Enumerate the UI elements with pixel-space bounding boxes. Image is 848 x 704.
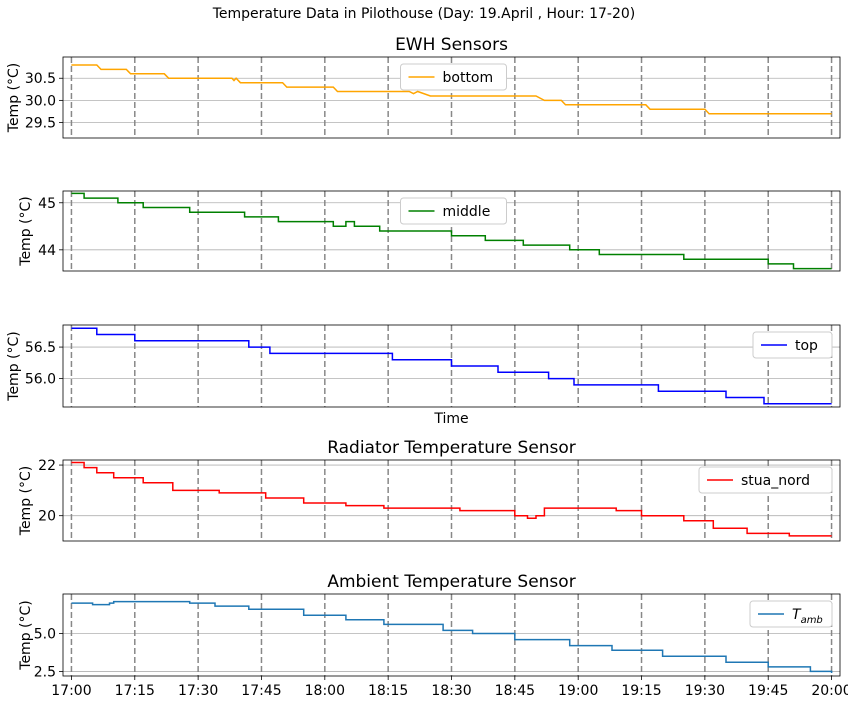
x-tick-label: 18:45	[495, 683, 535, 699]
series-line-T_amb	[71, 600, 833, 673]
legend-label: stua_nord	[741, 473, 810, 489]
y-tick-label: 45	[38, 196, 56, 212]
y-tick-label: 22	[38, 458, 56, 474]
axes-frame	[62, 56, 841, 139]
series-line-top	[71, 327, 832, 405]
x-tick-label: 19:30	[685, 683, 725, 699]
legend-label: bottom	[443, 70, 494, 86]
legend-label: top	[795, 338, 818, 354]
y-axis-label: Temp (°C)	[6, 63, 22, 133]
x-tick-label: 19:00	[558, 683, 598, 699]
series-line-stua_nord	[71, 461, 832, 537]
y-tick-label: 2.5	[34, 664, 56, 680]
x-tick-label: 17:45	[241, 683, 281, 699]
legend-label-subscript: amb	[801, 615, 823, 626]
series-line-bottom	[71, 64, 832, 115]
x-tick-label: 17:15	[115, 683, 155, 699]
legend-box	[400, 63, 507, 91]
legend-box	[749, 600, 833, 628]
y-tick-label: 56.0	[25, 372, 56, 388]
x-tick-label: 20:00	[811, 683, 848, 699]
legend-box	[400, 197, 507, 225]
panel-title: Ambient Temperature Sensor	[327, 572, 575, 592]
panel-title: EWH Sensors	[395, 35, 508, 55]
series-line-middle	[71, 192, 832, 270]
y-tick-label: 56.5	[25, 340, 56, 356]
x-tick-label: 18:30	[431, 683, 471, 699]
axes-frame	[62, 459, 841, 542]
y-tick-label: 44	[38, 243, 56, 259]
y-tick-label: 30.5	[25, 71, 56, 87]
figure-title: Temperature Data in Pilothouse (Day: 19.…	[212, 6, 636, 22]
x-tick-label: 18:15	[368, 683, 408, 699]
legend-box	[698, 466, 833, 494]
y-tick-label: 5.0	[34, 626, 56, 642]
y-axis-label: Temp (°C)	[18, 196, 34, 266]
axes-frame	[62, 324, 841, 408]
axes-frame	[62, 190, 841, 272]
x-tick-label: 17:00	[51, 683, 91, 699]
x-tick-label: 17:30	[178, 683, 218, 699]
y-axis-label: Temp (°C)	[18, 466, 34, 536]
y-tick-label: 30.0	[25, 93, 56, 109]
x-tick-label: 19:15	[621, 683, 661, 699]
panel-title: Radiator Temperature Sensor	[327, 438, 576, 458]
legend-box	[752, 331, 833, 359]
x-tick-label: 19:45	[748, 683, 788, 699]
y-tick-label: 20	[38, 509, 56, 525]
x-axis-label: Time	[433, 411, 468, 427]
x-tick-label: 18:00	[305, 683, 345, 699]
y-axis-label: Temp (°C)	[18, 600, 34, 670]
y-axis-label: Temp (°C)	[6, 331, 22, 401]
y-tick-label: 29.5	[25, 116, 56, 132]
legend-label: middle	[443, 204, 491, 220]
